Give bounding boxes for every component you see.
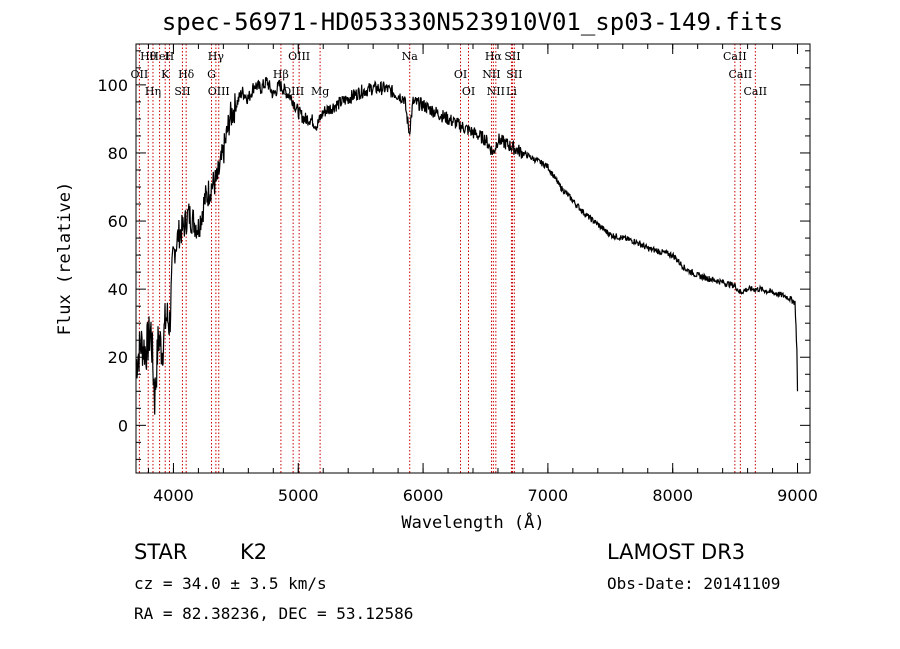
line-label: SII [174,85,190,98]
y-axis-ticks: 0 20 40 60 80 100 [97,50,810,460]
line-label: OIII [208,85,230,98]
page-title: spec-56971-HD053330N523910V01_sp03-149.f… [161,8,784,36]
line-label: CaII [729,68,753,81]
x-tick-label: 7000 [528,486,569,505]
x-tick-label: 6000 [403,486,444,505]
line-label: SII [506,68,522,81]
line-label: HeI [149,50,169,63]
x-tick-label: 8000 [652,486,693,505]
object-subclass: K2 [240,540,268,564]
line-label: K [161,68,170,81]
y-tick-label: 0 [118,416,128,435]
x-axis-label: Wavelength (Å) [401,511,544,533]
line-label: Hδ [178,68,195,81]
spectral-line-labels: HθOIIHηHeIKSIIHHδOIIIHγGOIIIOIIIHβMgNaOI… [131,50,768,98]
x-tick-label: 9000 [777,486,818,505]
spectral-line-markers [138,44,756,473]
line-label: G [207,68,216,81]
line-label: NII [482,68,500,81]
redshift-value: cz = 34.0 ± 3.5 km/s [134,574,327,593]
line-label: NII [487,85,505,98]
y-tick-label: 60 [108,212,128,231]
x-tick-label: 4000 [153,486,194,505]
flux-series-line [135,76,799,415]
line-label: Hγ [208,50,225,63]
line-label: Mg [311,85,329,98]
line-label: CaII [743,85,767,98]
line-label: Na [402,50,419,63]
line-label: OII [131,68,149,81]
coordinates: RA = 82.38236, DEC = 53.12586 [134,604,414,623]
y-tick-label: 40 [108,280,128,299]
x-axis-ticks: 4000 5000 6000 7000 8000 9000 [147,44,818,505]
observation-date: Obs-Date: 20141109 [607,574,781,593]
y-axis-label: Flux (relative) [55,182,75,336]
line-label: OIII [288,50,310,63]
line-label: OI [454,68,467,81]
line-label: H [165,50,175,63]
plot-frame [135,43,811,474]
object-class: STAR [134,540,188,564]
line-label: CaII [723,50,747,63]
x-tick-label: 5000 [278,486,319,505]
line-label: Li [506,85,517,98]
line-label: Hθ [140,50,157,63]
survey-name: LAMOST DR3 [607,540,746,564]
y-tick-label: 100 [97,76,128,95]
line-label: SII [504,50,520,63]
line-label: Hβ [273,68,289,81]
line-label: OI [462,85,475,98]
line-label: Hα [485,50,503,63]
y-tick-label: 20 [108,348,128,367]
line-label: Hη [145,85,161,98]
y-tick-label: 80 [108,144,128,163]
